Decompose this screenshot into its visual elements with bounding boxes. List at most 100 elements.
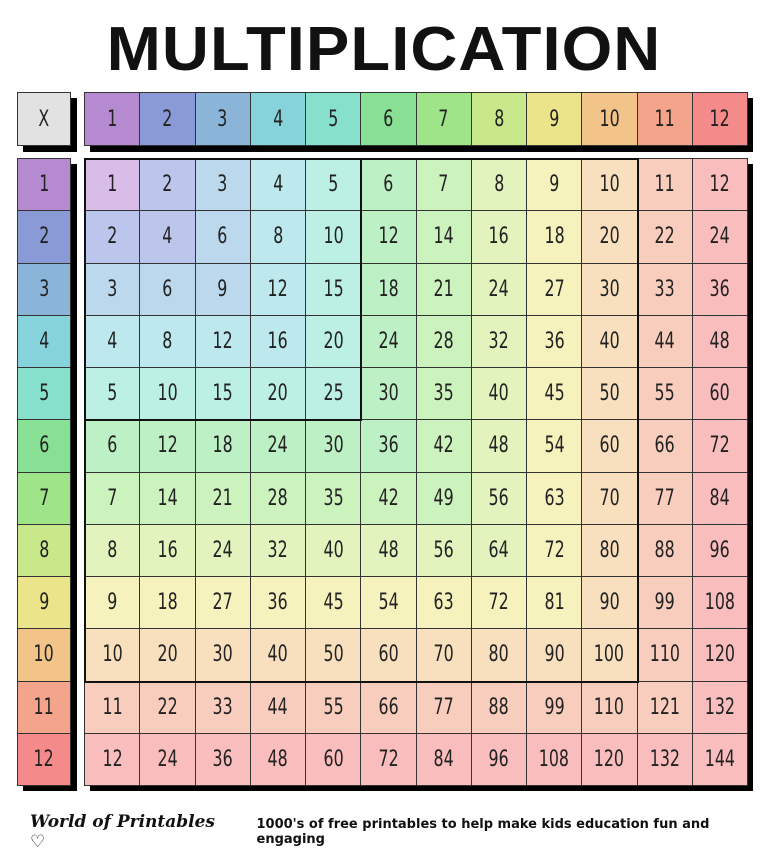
cell-value: 12 <box>709 172 730 198</box>
table-cell: 144 <box>691 732 748 786</box>
cell-value: 1 <box>107 106 118 132</box>
cell-value: 40 <box>488 381 509 407</box>
cell-value: 45 <box>323 590 344 616</box>
table-cell: 100 <box>581 628 638 682</box>
cell-value: 60 <box>599 433 620 459</box>
row-header: 1 <box>17 158 71 212</box>
table-cell: 32 <box>470 314 527 368</box>
cell-value: 32 <box>488 328 509 354</box>
table-cell: 1 <box>84 158 141 212</box>
column-header: 6 <box>360 92 417 146</box>
cell-value: 96 <box>488 746 509 772</box>
cell-value: 7 <box>438 172 449 198</box>
table-cell: 3 <box>194 158 251 212</box>
cell-value: 11 <box>654 106 675 132</box>
cell-value: 16 <box>488 224 509 250</box>
cell-value: 36 <box>378 433 399 459</box>
table-cell: 48 <box>470 419 527 473</box>
table-cell: 27 <box>526 262 583 316</box>
cell-value: 9 <box>217 276 228 302</box>
table-cell: 10 <box>305 210 362 264</box>
column-header-row: 1 2 3 4 5 6 7 8 9 10 11 12 <box>84 92 748 146</box>
cell-value: 6 <box>383 106 394 132</box>
table-cell: 6 <box>194 210 251 264</box>
table-cell: 50 <box>305 628 362 682</box>
row-header-column: 1 2 3 4 5 6 7 8 9 10 11 12 <box>17 158 71 786</box>
row-header: 4 <box>17 314 71 368</box>
table-cell: 40 <box>470 367 527 421</box>
cell-value: 42 <box>433 433 454 459</box>
table-cell: 70 <box>415 628 472 682</box>
table-cell: 5 <box>305 158 362 212</box>
cell-value: 12 <box>267 276 288 302</box>
cell-value: 8 <box>493 172 504 198</box>
cell-value: 45 <box>544 381 565 407</box>
row-header: 11 <box>17 680 71 734</box>
table-cell: 121 <box>636 680 693 734</box>
cell-value: 108 <box>704 590 735 616</box>
cell-value: 24 <box>212 537 233 563</box>
table-cell: 12 <box>691 158 748 212</box>
cell-value: 49 <box>433 485 454 511</box>
cell-value: 24 <box>488 276 509 302</box>
cell-value: 11 <box>33 694 55 720</box>
cell-value: 66 <box>654 433 675 459</box>
cell-value: 30 <box>212 642 233 668</box>
cell-value: 70 <box>433 642 454 668</box>
table-cell: 12 <box>139 419 196 473</box>
table-cell: 36 <box>691 262 748 316</box>
cell-value: 36 <box>544 328 565 354</box>
cell-value: 56 <box>488 485 509 511</box>
cell-value: 120 <box>704 642 735 668</box>
table-cell: 54 <box>360 576 417 630</box>
cell-value: 48 <box>378 537 399 563</box>
table-cell: 48 <box>360 523 417 577</box>
cell-value: 90 <box>599 590 620 616</box>
table-cell: 32 <box>249 523 306 577</box>
table-cell: 80 <box>581 523 638 577</box>
cell-value: 60 <box>323 746 344 772</box>
cell-value: 99 <box>654 590 675 616</box>
table-cell: 15 <box>305 262 362 316</box>
cell-value: 12 <box>709 106 730 132</box>
cell-value: 55 <box>654 381 675 407</box>
column-header: 10 <box>581 92 638 146</box>
column-header: 9 <box>526 92 583 146</box>
table-cell: 42 <box>415 419 472 473</box>
table-cell: 14 <box>139 471 196 525</box>
cell-value: 56 <box>433 537 454 563</box>
table-cell: 15 <box>194 367 251 421</box>
table-cell: 16 <box>249 314 306 368</box>
cell-value: 144 <box>704 746 735 772</box>
cell-value: 63 <box>544 485 565 511</box>
cell-value: 6 <box>217 224 228 250</box>
cell-value: 2 <box>162 172 173 198</box>
table-cell: 6 <box>139 262 196 316</box>
table-cell: 12 <box>194 314 251 368</box>
cell-value: 18 <box>212 433 233 459</box>
cell-value: 8 <box>107 537 118 563</box>
table-cell: 63 <box>415 576 472 630</box>
table-cell: 8 <box>470 158 527 212</box>
table-cell: 21 <box>415 262 472 316</box>
cell-value: 80 <box>488 642 509 668</box>
cell-value: 24 <box>709 224 730 250</box>
cell-value: 72 <box>488 590 509 616</box>
cell-value: 84 <box>709 485 730 511</box>
table-cell: 12 <box>249 262 306 316</box>
cell-value: 7 <box>38 485 50 511</box>
cell-value: 40 <box>599 328 620 354</box>
table-cell: 12 <box>84 732 141 786</box>
cell-value: 5 <box>328 106 339 132</box>
cell-value: 3 <box>217 172 228 198</box>
cell-value: 42 <box>378 485 399 511</box>
table-cell: 99 <box>636 576 693 630</box>
table-cell: 20 <box>581 210 638 264</box>
cell-value: 10 <box>599 106 620 132</box>
table-cell: 30 <box>194 628 251 682</box>
cell-value: 1 <box>107 172 118 198</box>
cell-value: 30 <box>599 276 620 302</box>
table-cell: 36 <box>249 576 306 630</box>
cell-value: 6 <box>162 276 173 302</box>
table-cell: 9 <box>84 576 141 630</box>
